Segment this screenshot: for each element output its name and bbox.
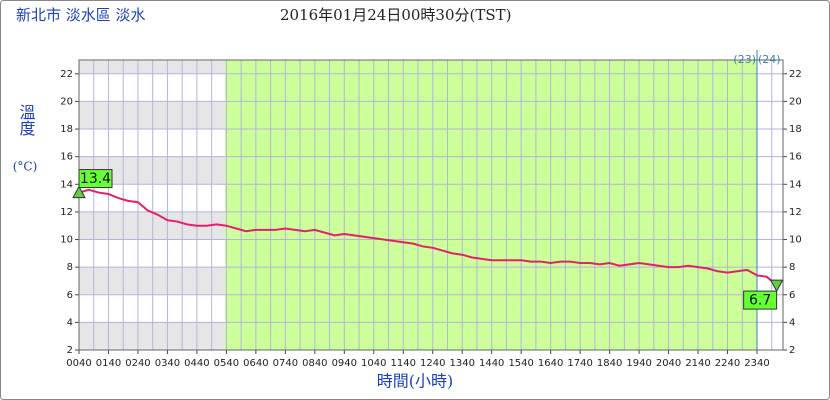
x-tick-label: 0940 <box>332 358 357 369</box>
x-tick-label: 1340 <box>449 358 474 369</box>
x-tick-label: 1240 <box>420 358 445 369</box>
y2-tick-label: 6 <box>789 290 795 301</box>
x-tick-label: 2340 <box>744 358 769 369</box>
y-tick-label: 2 <box>67 345 73 356</box>
point-marker <box>72 185 86 199</box>
x-tick-label: 2240 <box>715 358 740 369</box>
x-tick-label: 0240 <box>125 358 150 369</box>
x-tick-label: 1740 <box>567 358 592 369</box>
y2-tick-label: 4 <box>789 317 795 328</box>
x-tick-label: 0740 <box>273 358 298 369</box>
x-tick-label: 1840 <box>597 358 622 369</box>
x-tick-label: 0140 <box>96 358 121 369</box>
timestamp: 2016年01月24日00時30分(TST) <box>280 6 512 24</box>
y2-tick-label: 14 <box>789 179 802 190</box>
y-tick-label: 6 <box>67 290 73 301</box>
x-tick-label: 1640 <box>538 358 563 369</box>
y2-tick-label: 12 <box>789 207 802 218</box>
x-tick-label: 0040 <box>66 358 91 369</box>
x-tick-label: 1440 <box>479 358 504 369</box>
y-tick-label: 10 <box>60 235 73 246</box>
stripe <box>79 101 225 130</box>
value-label: 6.7 <box>749 293 771 309</box>
station-title: 新北市 淡水區 淡水 <box>16 6 146 24</box>
y-tick-label: 20 <box>60 96 73 107</box>
x-tick-label: 2040 <box>656 358 681 369</box>
x-tick-label: 0840 <box>302 358 327 369</box>
x-tick-label: 0340 <box>155 358 180 369</box>
stripe <box>79 60 225 74</box>
x-tick-label: 0440 <box>184 358 209 369</box>
y-axis-unit: (°C) <box>13 160 38 174</box>
x-tick-label: 1040 <box>361 358 386 369</box>
y-tick-label: 12 <box>60 207 73 218</box>
x-tick-label: 1140 <box>391 358 416 369</box>
point-marker <box>769 279 784 293</box>
y-tick-label: 8 <box>67 262 73 273</box>
x-tick-label: 1940 <box>626 358 651 369</box>
y-tick-label: 14 <box>60 179 73 190</box>
y2-tick-label: 8 <box>789 262 795 273</box>
y2-tick-label: 20 <box>789 96 802 107</box>
y2-tick-label: 2 <box>789 345 795 356</box>
stripe <box>79 267 225 295</box>
y2-tick-label: 10 <box>789 235 802 246</box>
x-tick-label: 0540 <box>214 358 239 369</box>
value-label-box <box>78 169 113 189</box>
y2-tick-label: 18 <box>789 124 802 135</box>
y2-tick-label: 22 <box>789 69 802 80</box>
x-axis-label: 時間(小時) <box>377 372 454 391</box>
shaded-period <box>225 60 757 350</box>
plot-border <box>78 59 784 351</box>
y2-tick-label: 16 <box>789 152 802 163</box>
y-tick-label: 4 <box>67 317 73 328</box>
x-tick-label: 0640 <box>243 358 268 369</box>
y-axis-label: 溫度 <box>17 104 36 136</box>
value-label: 13.4 <box>80 171 111 187</box>
y-tick-label: 18 <box>60 124 73 135</box>
y-tick-label: 22 <box>60 69 73 80</box>
stripe <box>79 322 225 350</box>
value-label-box <box>743 290 778 310</box>
x-tick-label: 1540 <box>508 358 533 369</box>
y-tick-label: 16 <box>60 152 73 163</box>
temperature-line <box>78 188 778 286</box>
x-tick-label: 2140 <box>685 358 710 369</box>
